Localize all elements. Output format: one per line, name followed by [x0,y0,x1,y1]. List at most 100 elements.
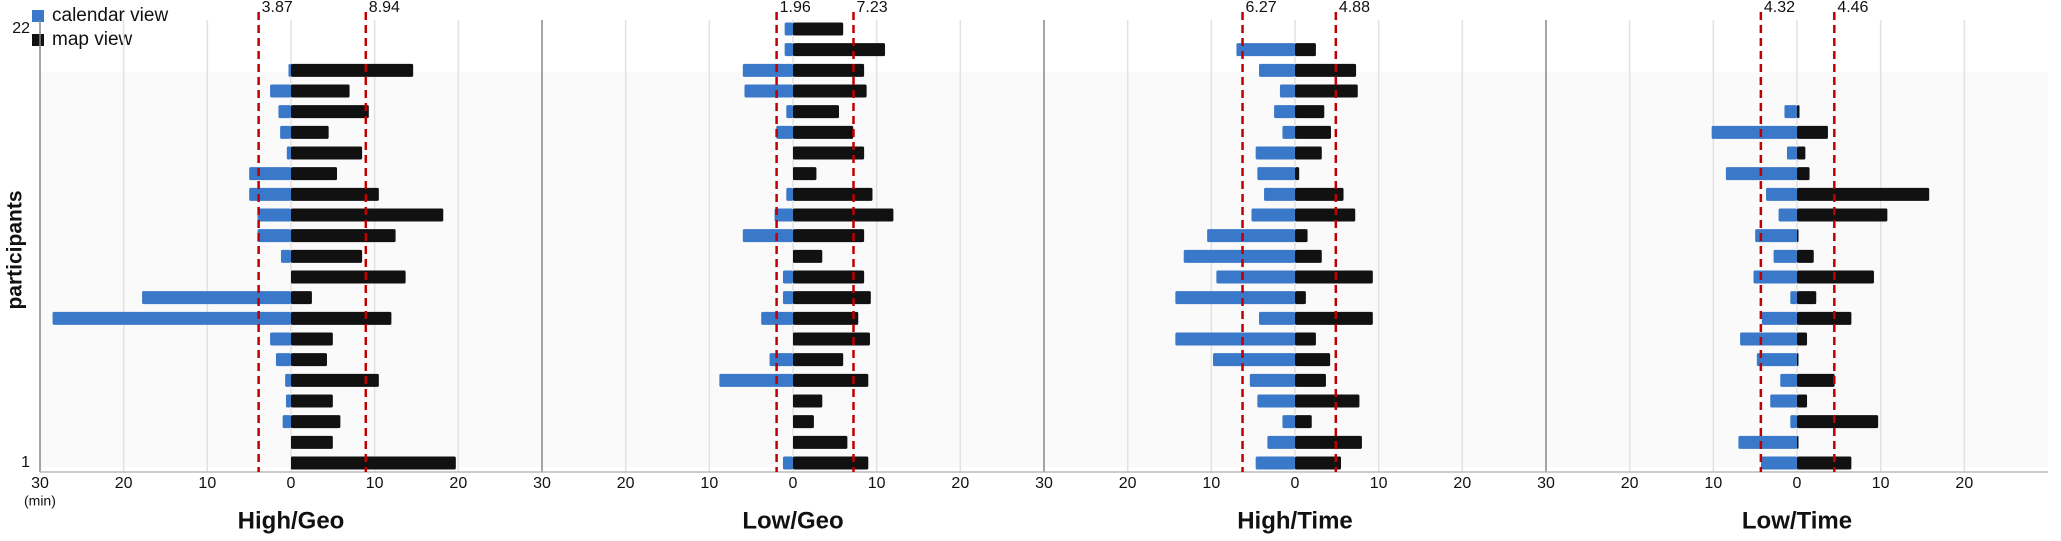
bar [793,84,867,98]
bar [1295,249,1322,263]
bar [742,63,793,77]
bar [1797,146,1806,160]
bar [1295,456,1342,470]
bar [291,229,396,243]
mean-label: 6.27 [1246,0,1277,16]
bar [782,291,793,305]
bar [1797,291,1817,305]
bar [1255,456,1295,470]
x-tick-label: 20 [1453,475,1471,492]
bar [1259,311,1295,325]
x-tick-label: 20 [449,475,467,492]
bar [793,270,865,284]
bar [1797,167,1810,181]
bar [793,43,886,57]
bar [1786,146,1797,160]
bar [786,105,793,119]
x-tick-label: 10 [700,475,718,492]
bar [291,311,392,325]
bar [744,84,793,98]
bar [1274,105,1295,119]
bar [291,84,350,98]
bar [793,125,854,139]
bar [793,456,869,470]
x-tick-label: 20 [115,475,133,492]
bar [1295,105,1325,119]
bar [1257,167,1295,181]
y-tick-label: 22 [12,20,30,37]
bar [142,291,291,305]
bar [793,311,859,325]
bar [1207,229,1295,243]
bar [793,353,844,367]
bar [1797,125,1828,139]
bar [1295,311,1373,325]
bar [288,63,291,77]
bar [769,353,793,367]
bar [1773,249,1797,263]
bar [291,394,333,408]
bar [1295,84,1358,98]
bar [1797,229,1799,243]
bar [291,249,363,263]
bar [1267,435,1295,449]
x-tick-label: 20 [951,475,969,492]
x-tick-label: 20 [1621,475,1639,492]
bar [793,63,865,77]
bar [1175,332,1295,346]
bar [742,229,793,243]
mean-label: 7.23 [856,0,887,16]
bar [1295,208,1356,222]
x-axis-unit: (min) [24,493,56,509]
bar [1216,270,1295,284]
bar [782,456,793,470]
bar [1295,187,1344,201]
bar [1797,353,1799,367]
x-tick-label: 20 [617,475,635,492]
bar [1797,394,1808,408]
bar [1259,63,1295,77]
bar [285,394,291,408]
x-tick-label: 10 [1202,475,1220,492]
bar [1295,435,1362,449]
bar [793,167,817,181]
x-tick-label: 30 [1537,475,1555,492]
bar [793,415,814,429]
bar [1797,105,1800,119]
panel-title: High/Time [1237,507,1353,534]
bar [1740,332,1797,346]
bar [1236,43,1295,57]
bar [270,332,291,346]
x-tick-label: 20 [1955,475,1973,492]
panel-title: Low/Geo [742,507,843,534]
bar [291,373,379,387]
mean-label: 4.88 [1339,0,1370,16]
bar [1797,187,1930,201]
bar [291,353,327,367]
bar [1255,146,1295,160]
bar [1761,456,1797,470]
bar [719,373,793,387]
bar [1264,187,1295,201]
x-tick-label: 20 [1119,475,1137,492]
bar [793,373,869,387]
bar [1756,353,1797,367]
bar [257,229,291,243]
x-tick-label: 0 [1291,475,1300,492]
bar [1295,167,1300,181]
bar [1790,415,1797,429]
bar [786,187,793,201]
bar [291,332,333,346]
bar [1797,456,1852,470]
bar [291,146,363,160]
x-tick-label: 0 [287,475,296,492]
bar [1797,435,1799,449]
bar [793,229,865,243]
legend-swatch [32,34,44,46]
bar [1295,291,1306,305]
bar [1295,146,1322,160]
bar [1797,311,1852,325]
bar [1753,270,1797,284]
bar [280,125,291,139]
